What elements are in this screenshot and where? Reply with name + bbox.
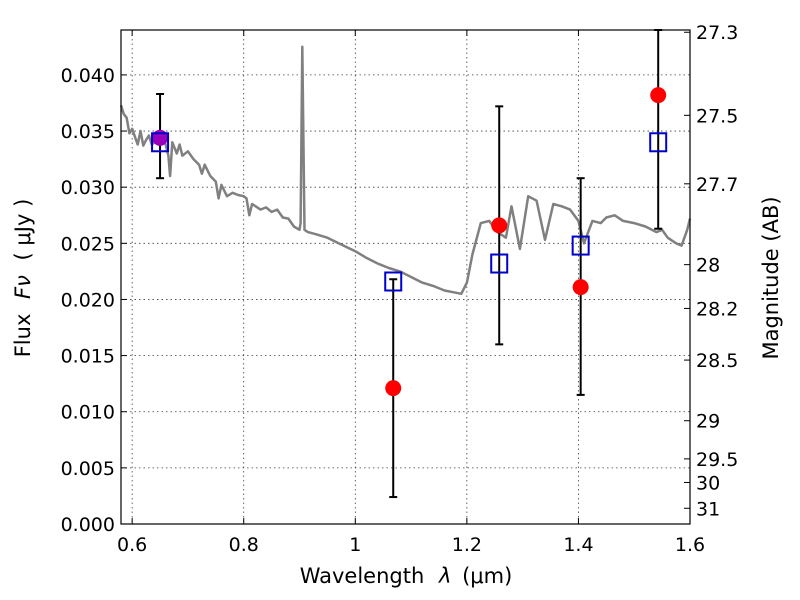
y-tick-label: 0.025	[61, 233, 115, 255]
right-tick-label: 29.5	[696, 449, 738, 471]
x-axis-label-unit: (μm)	[462, 564, 512, 588]
right-tick-label: 28	[696, 255, 720, 277]
x-tick-label: 1.4	[563, 534, 593, 556]
errorbars	[156, 29, 663, 499]
y-tick-label: 0.005	[61, 458, 115, 480]
y-tick-label: 0.035	[61, 121, 115, 143]
y-axis-label-symbol: Fν	[11, 275, 35, 299]
y-tick-label: 0.030	[61, 177, 115, 199]
y-axis-label-word: Flux	[11, 314, 35, 358]
observed-point	[650, 87, 667, 104]
x-tick-label: 0.6	[117, 534, 147, 556]
right-tick-label: 27.3	[696, 22, 738, 44]
right-tick-label: 27.5	[696, 105, 738, 127]
observed-point	[385, 380, 402, 397]
y-axis-label-unit: ( μJy )	[11, 199, 35, 261]
x-axis-label-word: Wavelength	[300, 564, 425, 588]
ticks: 0.6 0.8 1 1.2 1.4 1.6 0.000 0.005 0.010 0.015 0.02…	[61, 22, 739, 556]
y-tick-label: 0.010	[61, 402, 115, 424]
right-tick-label: 27.7	[696, 174, 738, 196]
right-tick-label: 30	[696, 472, 720, 494]
x-axis-label: Wavelength λ (μm)	[300, 564, 513, 588]
y-tick-label: 0.015	[61, 346, 115, 368]
observed-point	[491, 217, 508, 234]
y-tick-label: 0.020	[61, 289, 115, 311]
synthetic-point	[151, 132, 170, 153]
x-tick-label: 1.2	[452, 534, 482, 556]
synthetic-points	[151, 132, 668, 292]
synthetic-point	[649, 132, 668, 153]
model-spectrum	[119, 45, 692, 296]
right-tick-label: 29	[696, 411, 720, 433]
synthetic-point	[384, 271, 403, 292]
observed-point	[572, 279, 589, 296]
observed-point	[152, 129, 169, 146]
model-spectrum-line	[119, 45, 692, 296]
right-tick-label: 28.2	[696, 298, 738, 320]
y-tick-label: 0.000	[61, 514, 115, 536]
observed-points	[152, 87, 667, 397]
x-axis-label-symbol: λ	[438, 564, 451, 588]
x-tick-label: 1	[349, 534, 361, 556]
synthetic-point	[490, 253, 509, 274]
right-tick-label: 31	[696, 498, 720, 520]
plot-frame	[120, 29, 691, 525]
synthetic-point	[571, 235, 590, 256]
x-tick-label: 0.8	[229, 534, 259, 556]
grid	[121, 30, 691, 525]
right-axis-label: Magnitude (AB)	[759, 196, 783, 359]
y-axis-label: Flux Fν ( μJy )	[11, 199, 35, 358]
y-tick-label: 0.040	[61, 65, 115, 87]
right-tick-label: 28.5	[696, 350, 738, 372]
x-tick-label: 1.6	[675, 534, 705, 556]
